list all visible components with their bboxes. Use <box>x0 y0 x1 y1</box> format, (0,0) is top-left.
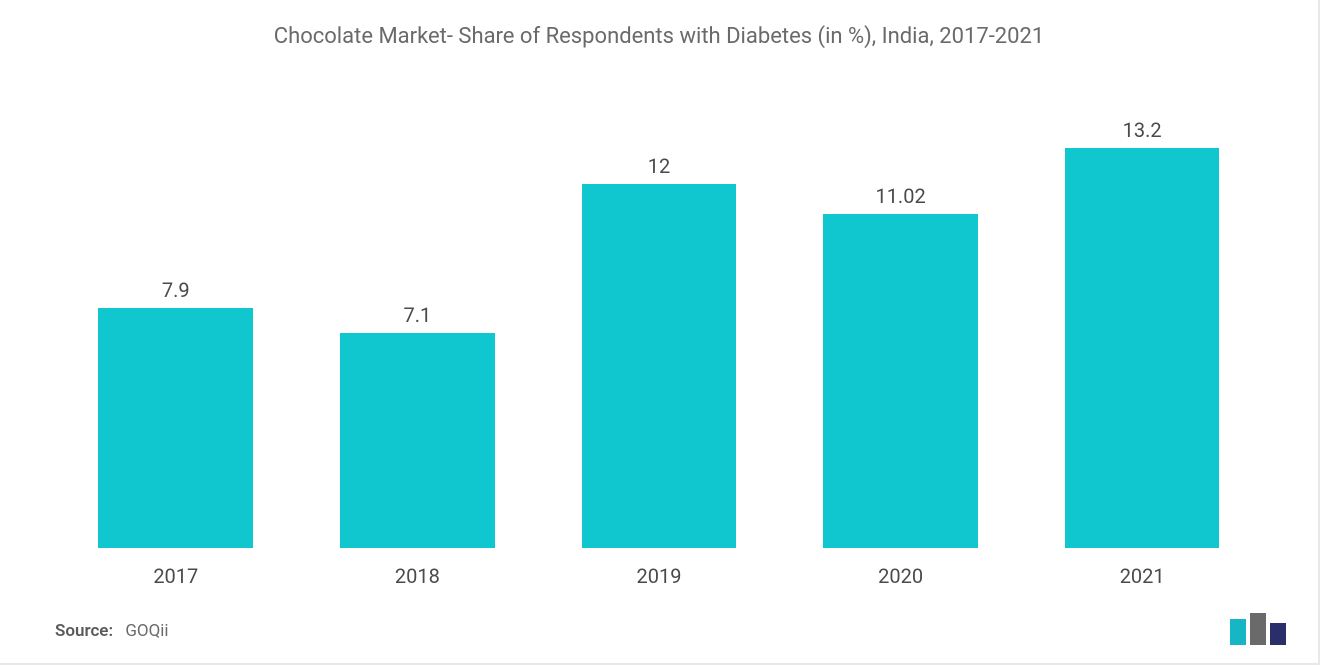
bar-value-label: 7.1 <box>404 303 432 327</box>
bar-rect <box>823 214 978 548</box>
bar-slot: 13.2 <box>1021 95 1263 548</box>
bar-value-label: 7.9 <box>162 278 190 302</box>
x-axis-label: 2021 <box>1021 564 1263 588</box>
brand-logo <box>1228 609 1288 645</box>
bar-value-label: 13.2 <box>1123 118 1162 142</box>
chart-title: Chocolate Market- Share of Respondents w… <box>0 0 1318 49</box>
x-axis-label: 2018 <box>297 564 539 588</box>
bar-rect <box>582 184 737 548</box>
x-axis: 20172018201920202021 <box>55 564 1263 588</box>
bar-rect <box>340 333 495 548</box>
bar-rect <box>98 308 253 548</box>
bar-slot: 7.9 <box>55 95 297 548</box>
source-value: GOQii <box>125 621 168 641</box>
source-attribution: Source: GOQii <box>55 621 169 641</box>
source-label: Source: <box>55 621 113 641</box>
bar-slot: 11.02 <box>780 95 1022 548</box>
x-axis-label: 2019 <box>538 564 780 588</box>
bar-value-label: 12 <box>648 154 670 178</box>
bar-rect <box>1065 148 1220 548</box>
x-axis-label: 2017 <box>55 564 297 588</box>
bar-slot: 7.1 <box>297 95 539 548</box>
bar-value-label: 11.02 <box>875 184 925 208</box>
chart-plot-area: 7.9 7.1 12 11.02 13.2 <box>55 95 1263 548</box>
x-axis-label: 2020 <box>780 564 1022 588</box>
bar-slot: 12 <box>538 95 780 548</box>
